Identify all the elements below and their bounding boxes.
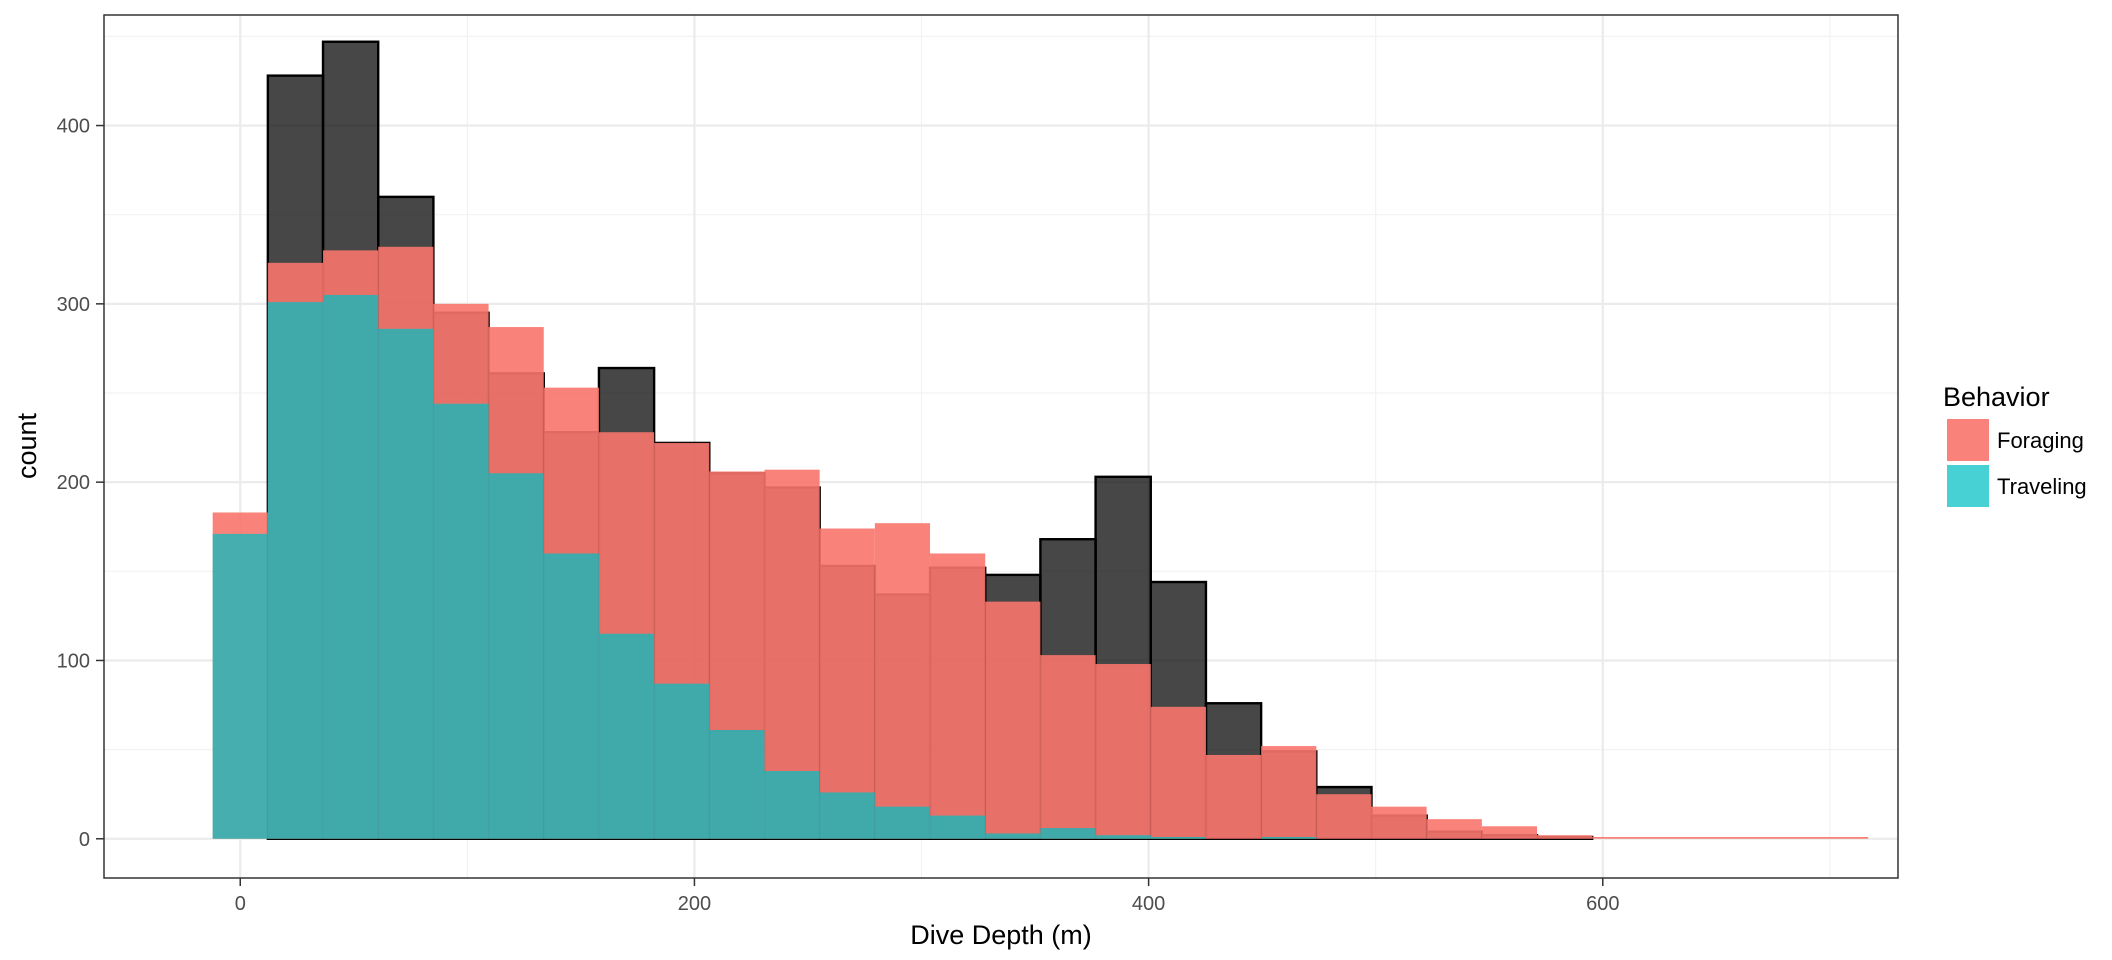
legend-label-foraging: Foraging [1997,428,2084,453]
bar-traveling-7 [598,633,655,839]
x-tick-label: 0 [235,893,246,915]
bar-traveling-16 [1095,835,1151,839]
bar-foraging-16 [1095,664,1151,839]
x-tick-label: 600 [1586,893,1619,915]
bar-foraging-24 [1537,835,1593,839]
x-tick-label: 400 [1132,893,1165,915]
bar-traveling-19 [1261,836,1317,839]
y-tick-label: 400 [57,116,90,138]
bar-foraging-14 [985,601,1041,839]
bar-foraging-28 [1757,836,1813,839]
bar-traveling-3 [378,328,434,839]
y-tick-label: 100 [57,650,90,672]
bar-traveling-8 [654,683,710,839]
x-axis: 0 200 400 600 [235,878,1619,915]
bar-traveling-12 [874,806,931,839]
bar-foraging-23 [1481,826,1538,839]
bar-traveling-17 [1150,836,1206,839]
bar-foraging-19 [1261,746,1317,839]
bar-traveling-9 [709,730,765,839]
bar-traveling-15 [1040,828,1096,839]
bar-traveling-11 [819,792,875,839]
legend-label-traveling: Traveling [1997,474,2087,499]
x-axis-title: Dive Depth (m) [910,920,1092,950]
bar-foraging-25 [1592,836,1648,839]
y-axis-title: count [12,412,42,479]
bar-foraging-15 [1040,655,1096,839]
bar-foraging-29 [1812,836,1869,839]
bar-foraging-11 [819,528,875,839]
bar-foraging-27 [1702,836,1758,839]
series-traveling [212,294,1317,839]
y-axis: 0 100 200 300 400 [57,116,104,851]
bar-traveling-4 [433,403,489,839]
bar-traveling-0 [212,533,268,839]
legend-title: Behavior [1943,382,2050,412]
y-tick-label: 200 [57,472,90,494]
legend: Behavior Foraging Traveling [1943,382,2087,507]
bar-traveling-6 [543,553,599,839]
bar-foraging-26 [1647,836,1703,839]
bar-traveling-13 [930,815,986,839]
y-tick-label: 300 [57,294,90,316]
bar-traveling-2 [323,294,379,839]
bar-foraging-17 [1150,706,1206,839]
y-tick-label: 0 [79,829,90,851]
bar-traveling-1 [267,302,324,839]
plot-panel-border [103,14,1899,879]
bar-foraging-21 [1371,806,1427,839]
bar-foraging-22 [1426,819,1482,839]
bar-foraging-20 [1316,794,1372,839]
bar-traveling-10 [764,771,820,839]
bar-foraging-13 [930,553,986,839]
bar-foraging-18 [1205,754,1262,839]
bar-foraging-12 [874,523,931,839]
bar-traveling-5 [488,473,544,839]
legend-key-foraging [1947,419,1989,461]
bar-traveling-14 [985,833,1041,839]
x-tick-label: 200 [678,893,711,915]
bars-layer [212,40,1869,840]
legend-key-traveling [1947,465,1989,507]
